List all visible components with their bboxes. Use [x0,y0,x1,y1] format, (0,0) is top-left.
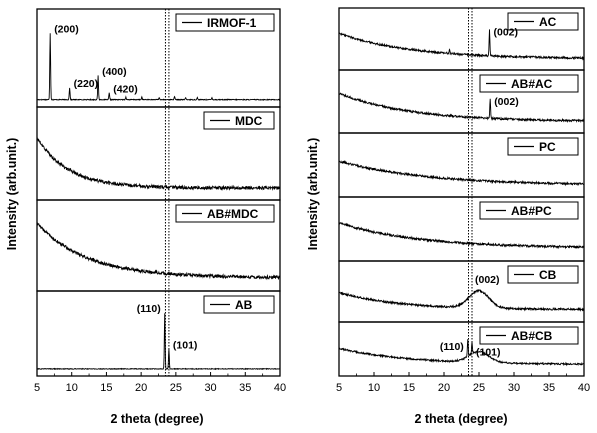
y-axis-title-left: Intensity (arb.unit.) [5,138,19,251]
x-tick-label: 5 [336,382,342,394]
peak-label: (101) [173,339,198,351]
series-line [338,159,585,187]
legend-box [175,13,275,32]
series-line [338,288,585,312]
peak-label: (110) [137,303,161,315]
x-tick-label: 30 [508,382,520,394]
peak-label: (420) [113,83,138,95]
x-tick-label: 40 [578,382,590,394]
peak-label: (002) [494,27,519,39]
legend-box [479,74,579,93]
chart-left: Intensity (arb.unit.) 2 theta (degree) I… [5,8,286,426]
x-tick-label: 15 [403,382,415,394]
x-axis-title-left: 2 theta (degree) [110,412,203,426]
x-tick-label: 20 [135,382,147,394]
legend-label: PC [539,140,556,154]
legend-box [479,326,579,345]
series-line [338,92,585,124]
peak-label: (101) [476,346,501,358]
y-axis-title-right: Intensity (arb.unit.) [306,138,320,251]
x-tick-label: 5 [34,382,40,394]
x-tick-label: 40 [274,382,286,394]
legend-box [507,265,579,284]
x-tick-label: 30 [204,382,216,394]
x-tick-label: 35 [543,382,555,394]
x-axis-title-right: 2 theta (degree) [414,412,507,426]
legend-box [507,12,579,31]
legend-box [203,295,275,314]
legend-label: CB [539,268,557,282]
peak-label: (220) [74,78,99,90]
series-line [36,136,281,191]
legend-box [507,137,579,156]
x-tick-label: 35 [239,382,251,394]
x-tick-label: 15 [100,382,112,394]
peak-label: (110) [440,341,464,353]
peak-label: (002) [475,274,500,286]
legend-label: AC [539,15,557,29]
series-line [338,29,585,61]
legend-label: MDC [235,114,263,128]
chart-right: Intensity (arb.unit.) 2 theta (degree) A… [306,7,590,426]
legend-label: AB#MDC [207,207,259,221]
x-tick-label: 25 [170,382,182,394]
peak-label: (400) [102,66,127,78]
series-line [338,221,585,250]
series-line [36,33,281,102]
series-line [36,222,281,281]
legend-label: AB#PC [511,204,552,218]
legend-label: AB [235,298,253,312]
series-line [36,313,281,371]
series-line [338,339,585,367]
legend-box [479,201,579,220]
x-tick-label: 10 [66,382,78,394]
legend-box [175,204,275,223]
legend-label: IRMOF-1 [207,16,257,30]
x-tick-label: 25 [473,382,485,394]
legend-label: AB#AC [511,77,553,91]
peak-label: (200) [54,23,79,35]
x-tick-label: 20 [438,382,450,394]
peak-label: (002) [494,96,519,108]
legend-box [203,111,275,130]
x-tick-label: 10 [368,382,380,394]
legend-label: AB#CB [511,329,553,343]
